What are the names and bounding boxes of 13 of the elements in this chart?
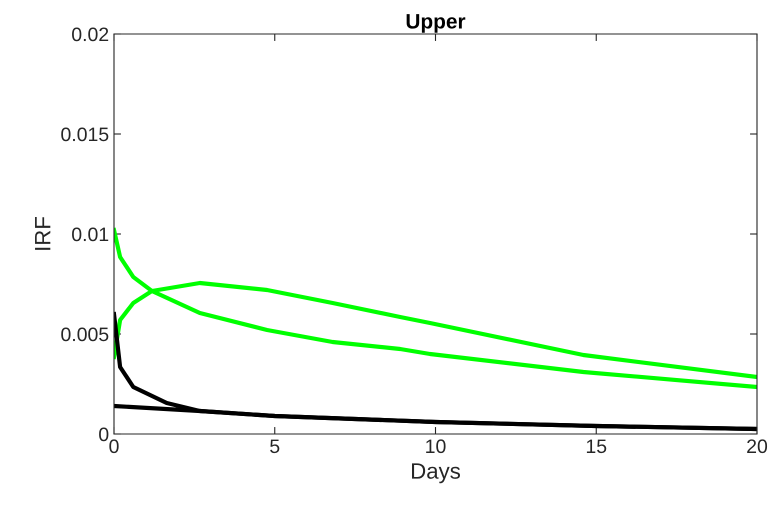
y-tick-label: 0.02 (72, 27, 108, 42)
x-tick-label: 5 (270, 440, 280, 454)
y-axis-title: IRF (35, 216, 50, 250)
y-tick-label: 0.01 (72, 227, 108, 242)
y-tick-label: 0.015 (61, 127, 108, 142)
y-tick-label: 0.005 (61, 327, 108, 342)
y-tick-label: 0 (99, 427, 108, 442)
x-tick-label: 10 (426, 439, 446, 454)
x-tick-label: 15 (586, 440, 606, 454)
x-tick-label: 20 (747, 439, 768, 454)
x-tick-label: 0 (109, 439, 119, 454)
chart-title: Upper (406, 14, 466, 33)
x-axis-title: Days (412, 463, 460, 484)
